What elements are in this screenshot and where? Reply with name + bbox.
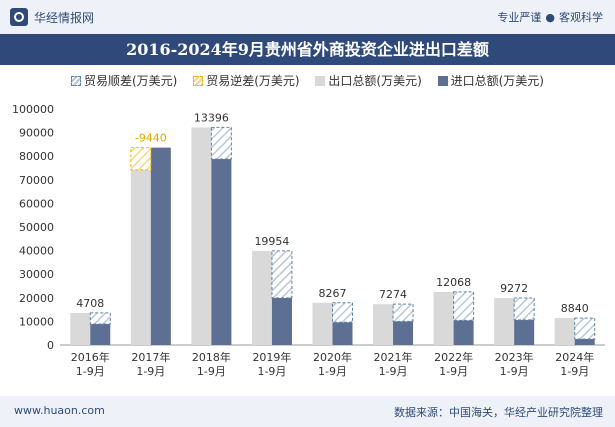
balance-label-1: -9440 (135, 132, 167, 145)
footer: www.huaon.com 数据来源：中国海关，华经产业研究院整理 (0, 396, 615, 427)
footer-source: 数据来源：中国海关，华经产业研究院整理 (394, 406, 603, 419)
export-bar-4 (312, 302, 333, 345)
slogan-right: 客观科学 (559, 11, 603, 24)
y-tick-label-8: 80000 (19, 150, 54, 163)
top-bar: 华经情报网 专业严谨 ● 客观科学 (0, 0, 615, 34)
balance-label-3: 19954 (254, 235, 289, 248)
slogan: 专业严谨 ● 客观科学 (497, 9, 603, 25)
balance-label-7: 9272 (500, 282, 528, 295)
import-bar-7 (514, 319, 535, 345)
export-bar-3 (251, 250, 272, 345)
chart-legend: 贸易顺差(万美元) 贸易逆差(万美元) 出口总额(万美元) 进口总额(万美元) (0, 72, 615, 89)
x-tick-label-8: 2024年 1-9月 (555, 350, 594, 378)
balance-label-8: 8840 (561, 302, 589, 315)
export-bar-0 (70, 312, 91, 345)
footer-website: www.huaon.com (14, 404, 105, 417)
y-tick-label-4: 40000 (19, 245, 54, 258)
y-tick-label-10: 100000 (12, 103, 54, 116)
legend-swatch-export (315, 75, 326, 86)
x-tick-label-5: 2021年 1-9月 (374, 350, 413, 378)
brand: 华经情报网 (10, 8, 94, 26)
legend-swatch-surplus (71, 75, 81, 86)
y-tick-label-1: 10000 (19, 315, 54, 328)
x-tick-label-3: 2019年 1-9月 (252, 350, 291, 378)
import-bar-3 (271, 297, 292, 345)
surplus-bar-8 (574, 317, 596, 340)
import-bar-5 (393, 321, 414, 345)
legend-item-surplus: 贸易顺差(万美元) (71, 72, 177, 89)
x-tick-label-2: 2018年 1-9月 (192, 350, 231, 378)
balance-label-4: 8267 (319, 287, 347, 300)
chart-layer: 0 10000 20000 30000 40000 50000 60000 70000 8000… (12, 103, 605, 378)
legend-label-import: 进口总额(万美元) (450, 74, 544, 88)
x-tick-label-6: 2022年 1-9月 (434, 350, 473, 378)
surplus-bar-7 (513, 297, 535, 321)
surplus-bar-6 (453, 291, 475, 321)
export-bar-2 (191, 127, 212, 345)
balance-label-6: 12068 (436, 276, 471, 289)
y-tick-label-0: 0 (47, 339, 54, 352)
import-bar-1 (150, 147, 171, 345)
balance-label-0: 4708 (76, 297, 104, 310)
import-bar-8 (574, 338, 595, 345)
legend-swatch-deficit (193, 75, 204, 86)
legend-label-export: 出口总额(万美元) (328, 74, 422, 88)
legend-label-surplus: 贸易顺差(万美元) (84, 74, 178, 88)
legend-item-deficit: 贸易逆差(万美元) (193, 72, 300, 89)
x-tick-label-1: 2017年 1-9月 (131, 350, 170, 378)
surplus-bar-4 (332, 302, 353, 323)
surplus-bar-3 (271, 250, 293, 299)
chart-title: 2016-2024年9月贵州省外商投资企业进出口差额 (0, 34, 615, 65)
brand-name: 华经情报网 (34, 10, 95, 25)
x-tick-label-4: 2020年 1-9月 (313, 350, 352, 378)
surplus-bar-5 (392, 303, 414, 322)
y-tick-label-6: 60000 (19, 197, 54, 210)
x-tick-label-0: 2016年 1-9月 (71, 350, 110, 378)
surplus-bar-0 (89, 312, 111, 325)
legend-item-import: 进口总额(万美元) (437, 72, 544, 89)
slogan-left: 专业严谨 (497, 11, 542, 24)
import-bar-0 (90, 324, 111, 345)
brand-logo-icon (10, 8, 28, 26)
y-tick-label-9: 90000 (19, 127, 54, 140)
legend-swatch-import (437, 75, 448, 86)
import-bar-6 (453, 320, 474, 345)
y-tick-label-7: 70000 (19, 174, 54, 187)
export-bar-1 (130, 169, 151, 345)
legend-item-export: 出口总额(万美元) (315, 72, 422, 89)
export-bar-6 (433, 291, 454, 345)
import-bar-4 (332, 322, 353, 345)
y-tick-label-5: 50000 (19, 221, 54, 234)
y-tick-label-3: 30000 (19, 268, 54, 281)
balance-label-2: 13396 (194, 111, 229, 124)
export-bar-8 (554, 318, 575, 345)
slogan-separator: ● (545, 11, 555, 24)
bar-chart: 0 10000 20000 30000 40000 50000 60000 70000 8000… (12, 103, 605, 378)
balance-label-5: 7274 (379, 288, 407, 301)
export-bar-7 (494, 298, 515, 345)
surplus-bar-2 (210, 126, 232, 160)
import-bar-2 (211, 159, 232, 345)
export-bar-5 (373, 304, 394, 345)
deficit-bar-1 (130, 147, 152, 171)
legend-label-deficit: 贸易逆差(万美元) (206, 74, 300, 88)
x-tick-label-7: 2023年 1-9月 (495, 350, 534, 378)
y-tick-label-2: 20000 (19, 292, 54, 305)
